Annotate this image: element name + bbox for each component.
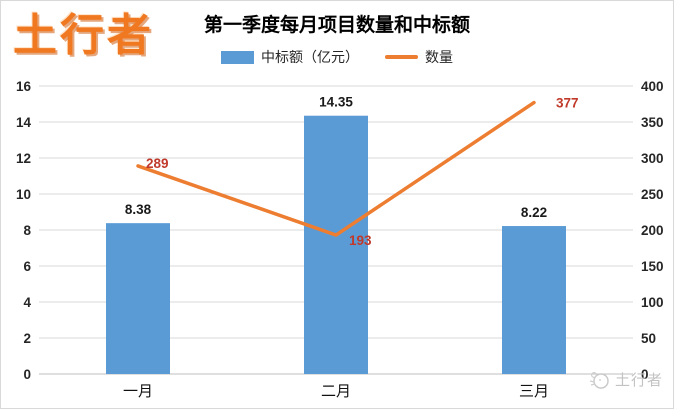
legend-item-bar-series: 中标额（亿元） (221, 47, 359, 67)
bar-value-label: 14.35 (319, 95, 353, 110)
left-axis-tick-label: 14 (16, 115, 32, 130)
legend: 中标额（亿元） 数量 (1, 47, 673, 67)
chart-title: 第一季度每月项目数量和中标额 (203, 15, 470, 36)
left-axis-tick-label: 2 (23, 331, 31, 346)
brand-logo: 土行者 (13, 11, 154, 60)
left-axis-tick-label: 8 (23, 223, 31, 238)
right-axis-tick-label: 200 (641, 223, 664, 238)
watermark-mascot-icon (589, 371, 609, 389)
bar (304, 115, 368, 374)
x-axis-category-label: 二月 (321, 383, 351, 400)
right-axis-tick-label: 150 (641, 259, 664, 274)
right-axis-tick-label: 0 (641, 367, 649, 382)
line-value-label: 289 (146, 156, 169, 171)
left-axis-tick-label: 12 (16, 151, 31, 166)
left-axis-tick-label: 16 (16, 79, 32, 94)
x-axis-category-label: 一月 (123, 383, 153, 400)
line-value-label: 377 (556, 96, 579, 111)
line-value-label: 193 (349, 233, 372, 248)
left-axis-tick-label: 0 (23, 367, 31, 382)
left-axis-tick-label: 4 (23, 295, 31, 310)
left-axis-tick-label: 6 (23, 259, 31, 274)
bar (106, 223, 170, 374)
bar-series-label: 中标额（亿元） (261, 49, 359, 65)
right-axis-tick-label: 100 (641, 295, 664, 310)
bar-value-label: 8.38 (125, 202, 152, 217)
right-axis-tick-label: 350 (641, 115, 664, 130)
line-series-swatch-icon (385, 55, 418, 59)
bar-value-label: 8.22 (521, 205, 547, 220)
right-axis-tick-label: 50 (641, 331, 656, 346)
line-series-label: 数量 (425, 49, 453, 65)
right-axis-tick-label: 250 (641, 187, 664, 202)
watermark: 土行者 (588, 369, 663, 390)
legend-item-line-series: 数量 (385, 47, 453, 67)
right-axis-tick-label: 300 (641, 151, 664, 166)
right-axis-tick-label: 400 (641, 79, 664, 94)
left-axis-tick-label: 10 (16, 187, 31, 202)
x-axis-category-label: 三月 (519, 383, 549, 400)
bar-series-swatch-icon (221, 50, 254, 64)
line-series (136, 100, 536, 237)
bar (502, 226, 566, 374)
watermark-text: 土行者 (614, 372, 663, 389)
